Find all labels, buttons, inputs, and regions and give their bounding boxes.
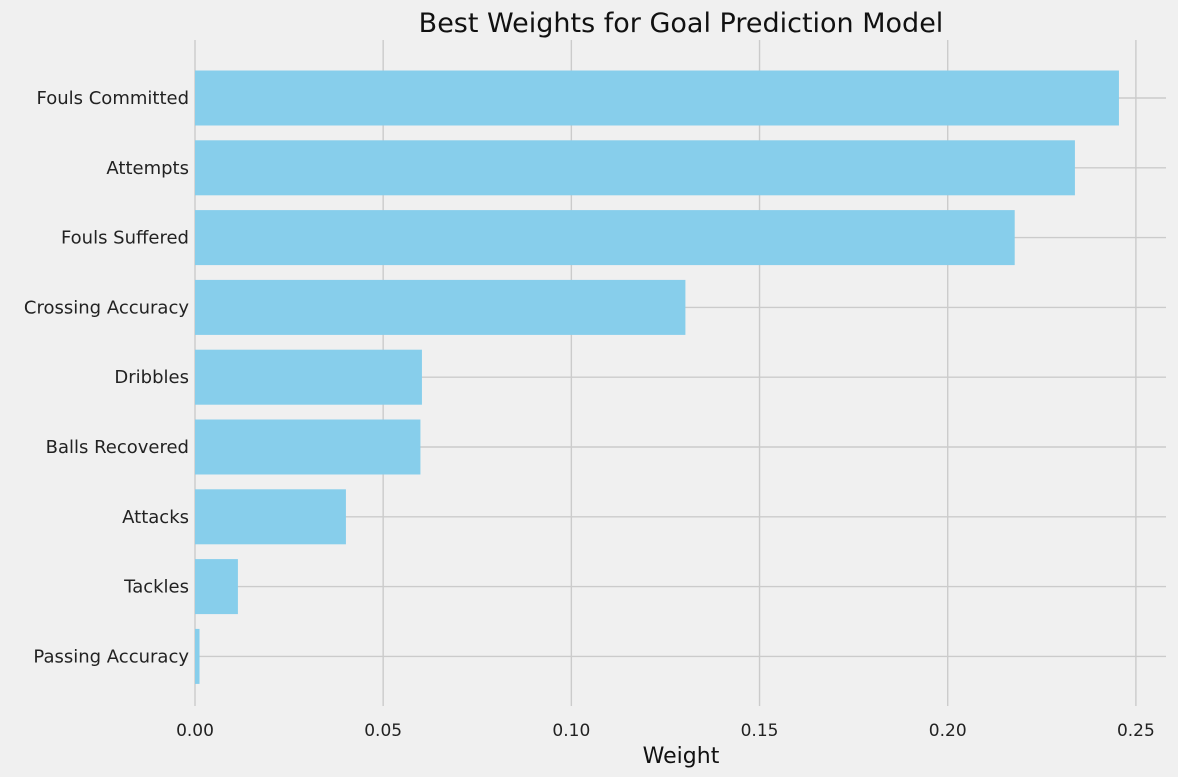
- x-tick-label: 0.20: [929, 721, 967, 741]
- category-label: Crossing Accuracy: [24, 297, 189, 318]
- x-tick-label: 0.00: [176, 721, 214, 741]
- category-label: Balls Recovered: [46, 437, 189, 458]
- bar-balls-recovered: [195, 419, 421, 475]
- category-label: Passing Accuracy: [33, 646, 189, 667]
- x-tick-label: 0.10: [552, 721, 590, 741]
- category-label: Attacks: [122, 507, 189, 528]
- x-tick-label: 0.15: [741, 721, 779, 741]
- bar-attempts: [195, 140, 1075, 196]
- bar-layer: [195, 70, 1119, 684]
- x-axis-title: Weight: [643, 744, 720, 769]
- bar-fouls-suffered: [195, 210, 1015, 266]
- x-tick-label: 0.05: [364, 721, 402, 741]
- category-label: Fouls Suffered: [61, 228, 189, 249]
- bar-crossing-accuracy: [195, 279, 686, 335]
- category-label: Tackles: [123, 577, 189, 598]
- bar-attacks: [195, 489, 346, 545]
- bar-tackles: [195, 559, 238, 615]
- category-labels: Fouls Committed Attempts Fouls Suffered Cro…: [24, 88, 189, 667]
- category-label: Attempts: [106, 158, 189, 179]
- bar-passing-accuracy: [195, 628, 200, 684]
- x-tick-labels: 0.00 0.05 0.10 0.15 0.20 0.25: [176, 721, 1155, 741]
- chart-title: Best Weights for Goal Prediction Model: [419, 8, 944, 39]
- category-label: Fouls Committed: [37, 88, 190, 109]
- bar-fouls-committed: [195, 70, 1119, 126]
- bar-dribbles: [195, 349, 422, 405]
- category-label: Dribbles: [114, 367, 189, 388]
- x-tick-label: 0.25: [1117, 721, 1155, 741]
